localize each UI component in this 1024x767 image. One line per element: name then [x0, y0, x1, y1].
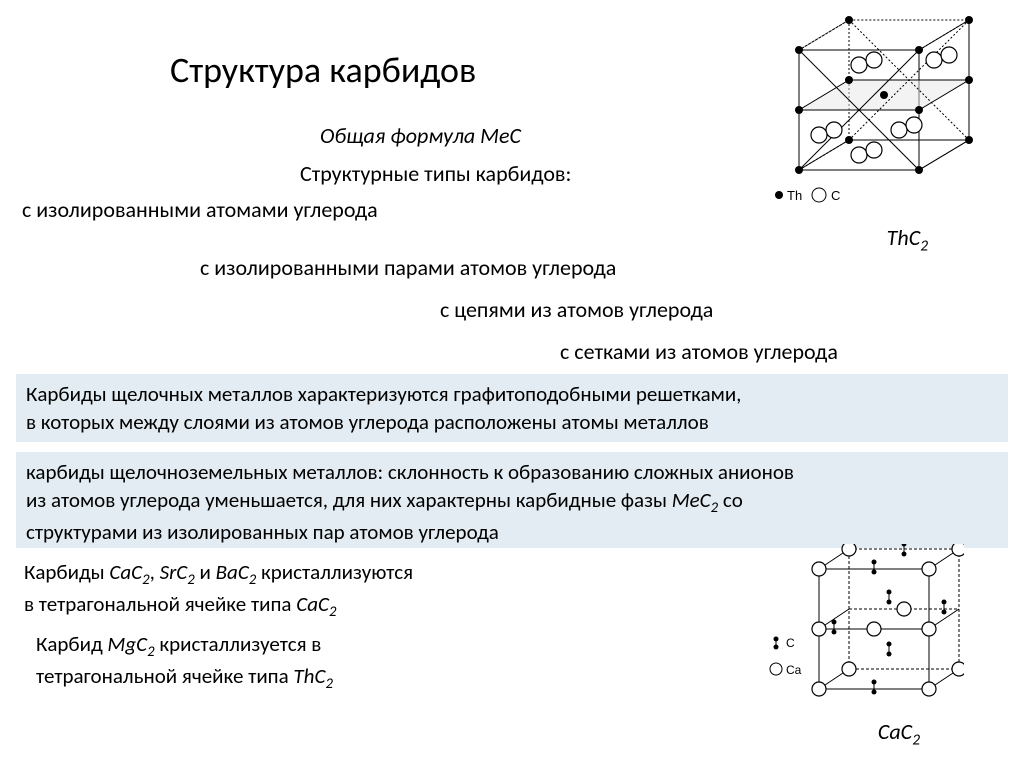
type-isolated-atoms: с изолированными атомами углерода [22, 196, 378, 223]
type-chains: с цепями из атомов углерода [440, 296, 713, 323]
page-title: Структура карбидов [170, 48, 476, 92]
alkaline-earth-carbides-note: карбиды щелочноземельных металлов: склон… [16, 452, 1008, 548]
legend-th: Th [787, 188, 802, 203]
type-nets: с сетками из атомов углерода [560, 338, 838, 365]
mgc2-note: Карбид MgC2 кристаллизуется в тетрагонал… [36, 630, 556, 694]
cac2-structure-diagram: C Ca [764, 544, 964, 709]
band2-line2: из атомов углерода уменьшается, для них … [26, 486, 998, 518]
types-heading: Структурные типы карбидов: [300, 160, 571, 187]
thc2-structure-diagram: Th C [739, 10, 994, 210]
cac2-caption: CaC2 [878, 718, 920, 749]
band1-line2: в которых между слоями из атомов углерод… [26, 408, 998, 436]
general-formula: Общая формула MeC [320, 122, 521, 149]
alkali-carbides-note: Карбиды щелочных металлов характеризуютс… [16, 374, 1008, 442]
legend-c: C [831, 188, 840, 203]
band1-line1: Карбиды щелочных металлов характеризуютс… [26, 380, 998, 408]
band2-line3: структурами из изолированных пар атомов … [26, 518, 998, 546]
thc2-caption: ThC2 [887, 224, 928, 255]
type-isolated-pairs: с изолированными парами атомов углерода [200, 254, 616, 281]
cac2-srcu-bac2-note: Карбиды CaC2, SrC2 и BaC2 кристаллизуютс… [24, 558, 584, 622]
legend-c2: C [786, 636, 795, 650]
legend-ca: Ca [786, 663, 802, 677]
band2-line1: карбиды щелочноземельных металлов: склон… [26, 458, 998, 486]
